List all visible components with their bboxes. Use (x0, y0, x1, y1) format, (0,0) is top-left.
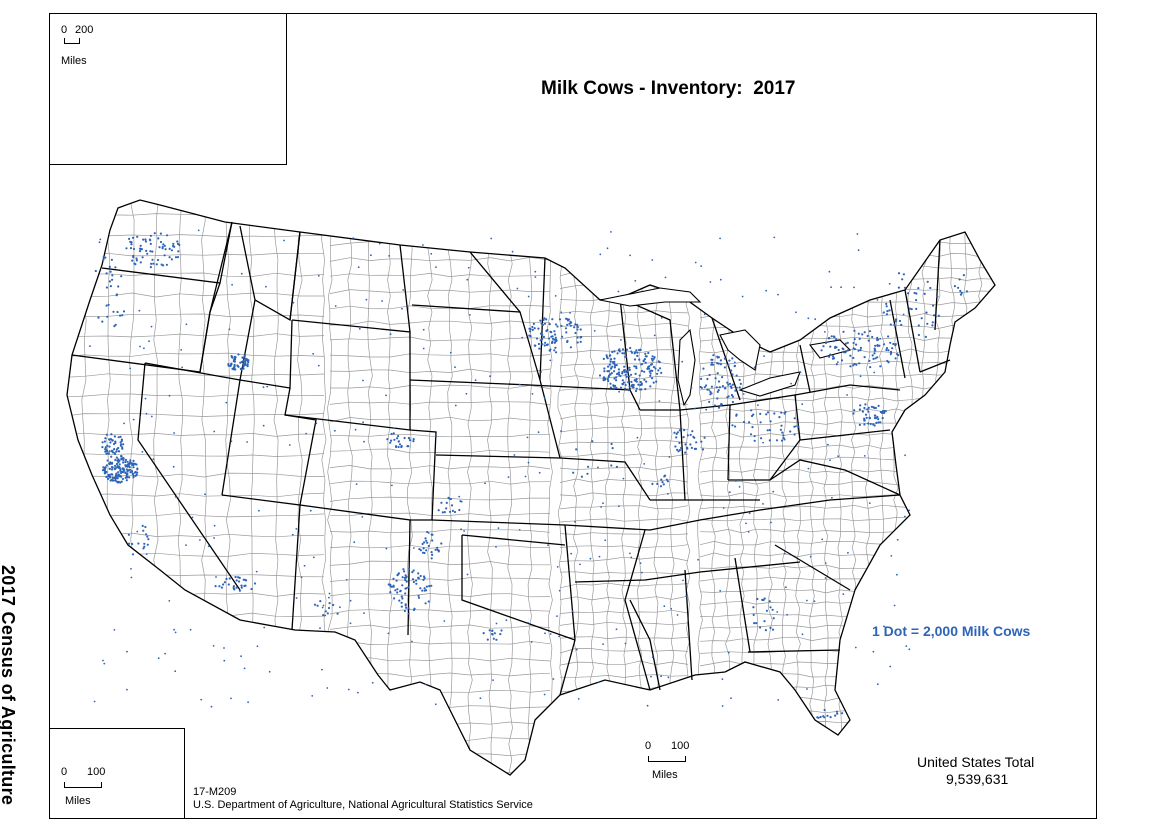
map-code: 17-M209 (193, 786, 237, 798)
alaska-scale-zero: 0 (61, 24, 68, 36)
hawaii-inset (49, 728, 185, 819)
alaska-scale-unit: Miles (61, 55, 87, 67)
map-frame (49, 13, 1097, 819)
dot-legend: 1 Dot = 2,000 Milk Cows (872, 623, 1031, 639)
alaska-scale-distance: 200 (75, 24, 94, 36)
hawaii-scale-bar (64, 782, 102, 788)
total-label: United States Total (917, 754, 1035, 770)
main-scale-unit: Miles (652, 769, 678, 781)
hawaii-scale-distance: 100 (87, 766, 106, 778)
main-scale-bar (648, 756, 686, 762)
alaska-scale-bar (64, 38, 80, 44)
map-title: Milk Cows - Inventory: 2017 (541, 78, 796, 99)
main-scale-distance: 100 (671, 740, 690, 752)
milk-cow-dots (89, 229, 969, 719)
side-label: 2017 Census of Agriculture (0, 565, 32, 825)
alaska-inset (49, 13, 287, 165)
great-lakes (599, 287, 852, 407)
source-credit: U.S. Department of Agriculture, National… (193, 799, 533, 811)
hawaii-scale-zero: 0 (61, 766, 68, 778)
total-value: 9,539,631 (946, 771, 1009, 787)
hawaii-scale-unit: Miles (65, 795, 91, 807)
main-scale-zero: 0 (645, 740, 652, 752)
state-boundaries (66, 199, 996, 776)
census-label: 2017 Census of Agriculture (0, 565, 18, 806)
